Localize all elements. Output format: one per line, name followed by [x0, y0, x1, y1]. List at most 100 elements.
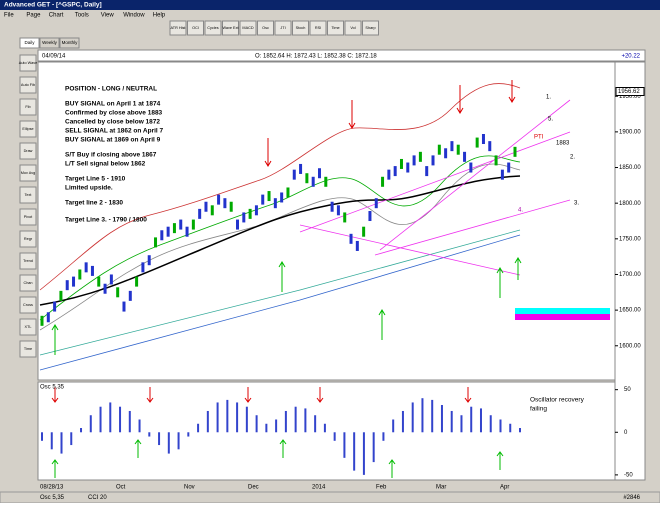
price-bar — [217, 194, 221, 205]
sidebar-button[interactable] — [19, 54, 37, 72]
note: L/T Sell signal below 1862 — [65, 161, 146, 168]
sidebar-button[interactable] — [19, 230, 37, 248]
price-bar — [336, 205, 340, 216]
osc-bar — [187, 432, 190, 437]
toolbar-button[interactable] — [327, 20, 344, 36]
price-bar — [450, 141, 454, 152]
price-bar — [437, 144, 441, 155]
toolbar-label: Vol — [350, 26, 355, 30]
note: BUY SIGNAL at 1869 on April 9 — [65, 137, 161, 144]
tab[interactable] — [59, 37, 80, 49]
sidebar-label: Pivot — [24, 215, 33, 219]
menu-item[interactable]: Page — [26, 13, 41, 19]
tab[interactable] — [19, 37, 40, 49]
note: BUY SIGNAL on April 1 at 1874 — [65, 101, 161, 108]
price-bar — [135, 276, 139, 287]
price-bar — [141, 262, 145, 273]
date-label: Dec — [248, 485, 259, 491]
osc-bar — [392, 419, 395, 433]
osc-bar — [382, 432, 385, 441]
chart-label: 3. — [574, 201, 579, 207]
osc-bar — [50, 432, 53, 450]
price-bar — [254, 205, 258, 216]
toolbar-button[interactable] — [204, 20, 222, 36]
osc-bar — [519, 428, 521, 433]
menu-item[interactable]: View — [101, 13, 115, 19]
sidebar-button[interactable] — [19, 120, 37, 138]
price-panel — [37, 61, 616, 381]
menu-item[interactable]: Chart — [49, 13, 64, 19]
price-bar — [500, 169, 504, 180]
osc-bar — [138, 419, 141, 433]
price-bar — [116, 287, 120, 298]
sidebar-button[interactable] — [19, 98, 37, 116]
toolbar-button[interactable] — [292, 20, 309, 36]
osc-bar — [294, 406, 297, 433]
price-bar — [223, 198, 227, 209]
osc-bar — [206, 410, 209, 433]
note: POSITION - LONG / NEUTRAL — [65, 86, 157, 93]
sidebar-button[interactable] — [19, 296, 37, 314]
menu-item[interactable]: File — [4, 13, 14, 19]
chart-label: 2. — [570, 155, 575, 161]
osc-bar — [323, 423, 326, 433]
sidebar-button[interactable] — [19, 186, 37, 204]
toolbar-button[interactable] — [257, 20, 274, 36]
price-bar — [481, 134, 485, 145]
toolbar-button[interactable] — [187, 20, 204, 36]
price-bar — [84, 262, 88, 273]
price-bar — [362, 226, 366, 237]
sidebar-button[interactable] — [19, 252, 37, 270]
toolbar-button[interactable] — [309, 20, 327, 36]
note: S/T Buy if closing above 1867 — [65, 152, 157, 159]
price-bar — [204, 201, 208, 212]
toolbar-button[interactable] — [222, 20, 239, 36]
tab[interactable] — [39, 37, 60, 49]
price-bar — [267, 191, 271, 202]
chart-label: 4. — [518, 208, 523, 214]
toolbar-button[interactable] — [274, 20, 292, 36]
date-label: Oct — [116, 485, 126, 491]
chart-label: 1883 — [556, 141, 570, 147]
price-bar — [273, 198, 277, 209]
osc-bar — [177, 432, 180, 450]
toolbar-button[interactable] — [239, 20, 257, 36]
date-label: 08/28/13 — [40, 485, 64, 491]
sidebar-button[interactable] — [19, 208, 37, 226]
sidebar-button[interactable] — [19, 274, 37, 292]
menu-item[interactable]: Help — [153, 13, 166, 19]
sidebar-label: Ellipse — [22, 127, 33, 131]
toolbar-button[interactable] — [362, 20, 379, 36]
price-bar — [242, 212, 246, 223]
toolbar-button[interactable] — [169, 20, 187, 36]
price-bar — [59, 290, 63, 301]
sidebar-label: Cross — [23, 303, 33, 307]
osc-bar — [158, 432, 161, 446]
price-bar — [387, 169, 391, 180]
price-bar — [399, 158, 403, 169]
sidebar-button[interactable] — [19, 76, 37, 94]
osc-tick-label: 50 — [624, 387, 631, 393]
toolbar-label: Cycles — [207, 26, 218, 30]
sidebar-button[interactable] — [19, 164, 37, 182]
sidebar-button[interactable] — [19, 142, 37, 160]
menu-item[interactable]: Tools — [75, 13, 89, 19]
last-price-box — [615, 87, 645, 97]
price-bar — [469, 162, 473, 173]
osc-bar — [479, 408, 482, 433]
toolbar-button[interactable] — [344, 20, 362, 36]
y-tick-label: 1750.00 — [619, 236, 641, 242]
sidebar-button[interactable] — [19, 340, 37, 358]
osc-bar — [119, 406, 122, 433]
note: Confirmed by close above 1883 — [65, 110, 163, 117]
sidebar-label: Auto Wave — [19, 61, 37, 65]
osc-bar — [275, 419, 278, 433]
price-bar — [229, 201, 233, 212]
sidebar-label: Time — [24, 347, 32, 351]
price-bar — [53, 301, 57, 312]
menu-item[interactable]: Window — [123, 13, 145, 19]
osc-bar — [499, 419, 502, 433]
price-bar — [292, 169, 296, 180]
sidebar-button[interactable] — [19, 318, 37, 336]
